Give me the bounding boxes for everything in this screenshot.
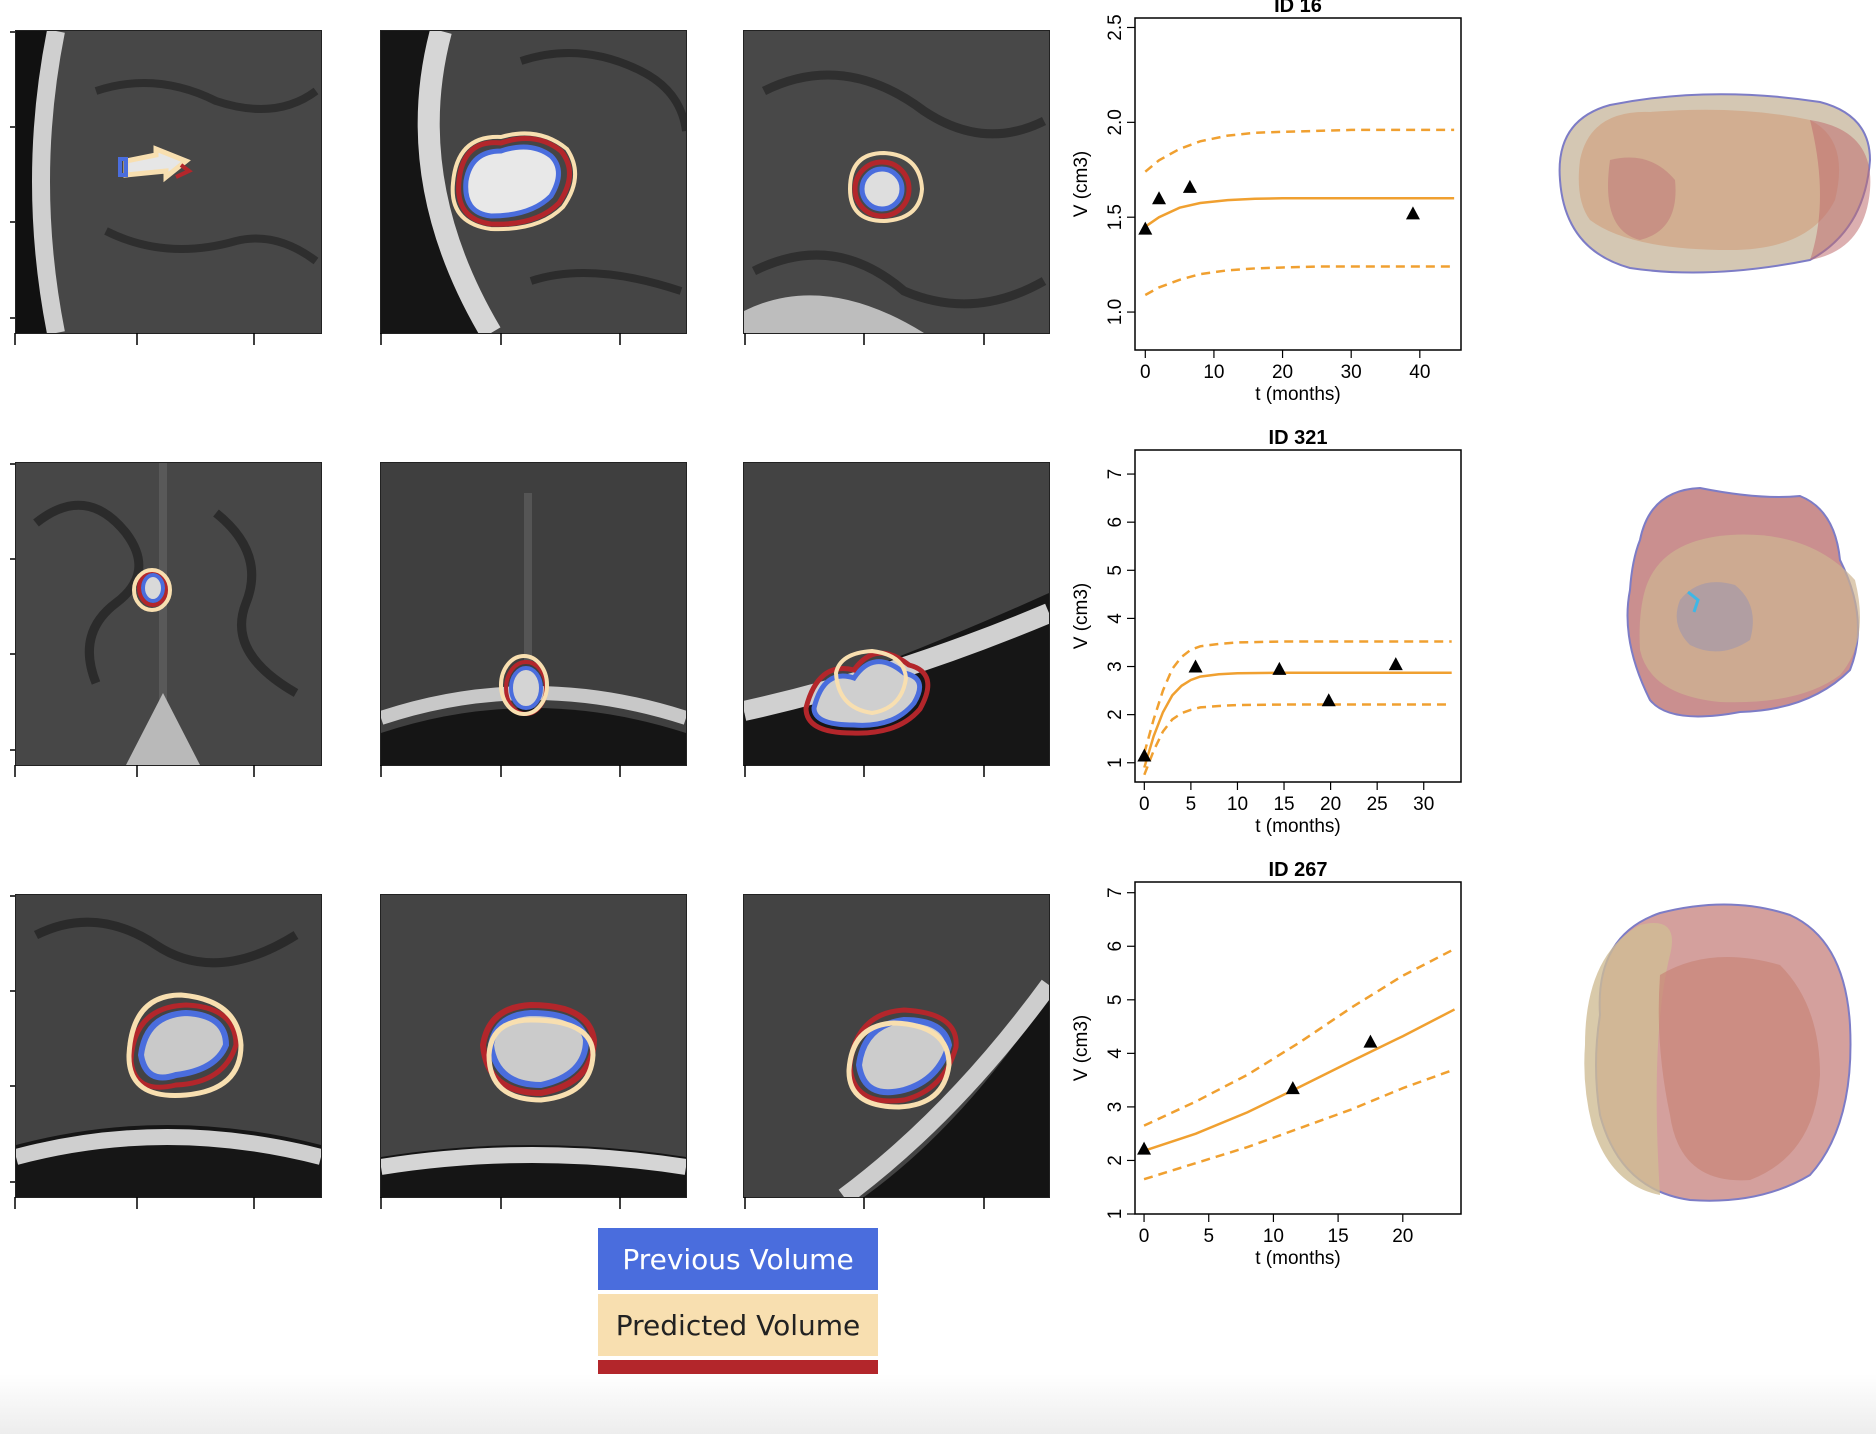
y-tick-label: 1.0 — [1105, 299, 1126, 325]
y-tick-label: 4 — [1105, 613, 1126, 624]
volume-render-id16 — [1558, 93, 1872, 274]
y-axis-label: V (cm3) — [1071, 583, 1092, 650]
x-tick-label: 30 — [1341, 362, 1362, 383]
page-footer-shade — [0, 1374, 1876, 1434]
y-tick-label: 2 — [1105, 1155, 1126, 1166]
confidence-bound-curve — [1144, 128, 1455, 173]
y-tick-label: 1 — [1105, 757, 1126, 768]
y-tick-label: 4 — [1105, 1048, 1126, 1059]
y-tick-label: 3 — [1105, 661, 1126, 672]
y-tick-label: 2 — [1105, 709, 1126, 720]
y-tick-label: 6 — [1105, 941, 1126, 952]
volume-render-id321 — [1626, 486, 1860, 718]
observed-volume-point — [1137, 748, 1152, 762]
observed-volume-point — [1138, 221, 1153, 235]
chart-title: ID 321 — [1269, 427, 1328, 449]
y-tick-label: 2.5 — [1105, 14, 1126, 40]
y-tick-label: 5 — [1105, 995, 1126, 1006]
confidence-bound-curve — [1143, 1068, 1455, 1181]
mri-slice-r3c3 — [743, 894, 1050, 1198]
confidence-bound-curve — [1143, 640, 1452, 754]
observed-volume-point — [1152, 191, 1167, 205]
y-tick-label: 6 — [1105, 517, 1126, 528]
x-tick-label: 10 — [1227, 794, 1248, 815]
x-tick-label: 20 — [1320, 794, 1341, 815]
growth-plot-id321: ID 321 0 5 10 15 20 25 30 1 2 3 4 5 6 7 t (months) V (cm… — [1071, 427, 1462, 837]
x-tick-label: 0 — [1140, 362, 1151, 383]
mri-slice-r3c2 — [380, 894, 687, 1198]
plot-frame — [1134, 881, 1462, 1215]
predicted-curve — [1143, 1008, 1456, 1152]
observed-volume-point — [1182, 179, 1197, 193]
volume-render-id267 — [1584, 903, 1852, 1202]
observed-volume-point — [1272, 661, 1287, 675]
x-tick-label: 0 — [1139, 1226, 1150, 1247]
observed-volume-point — [1363, 1034, 1378, 1048]
y-tick-label: 1 — [1105, 1209, 1126, 1220]
mri-slice-r1c2 — [380, 30, 687, 334]
x-tick-label: 25 — [1367, 794, 1388, 815]
x-tick-label: 15 — [1273, 794, 1294, 815]
x-tick-label: 15 — [1328, 1226, 1349, 1247]
y-tick-label: 5 — [1105, 565, 1126, 576]
x-tick-label: 20 — [1272, 362, 1293, 383]
y-tick-label: 7 — [1105, 887, 1126, 898]
x-tick-label: 20 — [1392, 1226, 1413, 1247]
mri-slice-r3c1 — [15, 894, 322, 1198]
growth-plot-id16: ID 16 0 10 20 30 40 1.0 1.5 2.0 2.5 t (months) V (c… — [1071, 0, 1462, 405]
x-tick-label: 0 — [1139, 794, 1150, 815]
x-axis-label: t (months) — [1255, 816, 1341, 837]
y-tick-label: 7 — [1105, 469, 1126, 480]
x-axis-label: t (months) — [1255, 384, 1341, 405]
mri-slice-r2c1 — [15, 462, 322, 766]
x-axis-label: t (months) — [1255, 1248, 1341, 1269]
x-tick-label: 10 — [1263, 1226, 1284, 1247]
chart-title: ID 267 — [1269, 859, 1328, 881]
observed-volume-point — [1285, 1081, 1300, 1095]
x-tick-label: 5 — [1203, 1226, 1214, 1247]
mri-slice-r2c3 — [743, 462, 1050, 766]
legend-predicted-volume: Predicted Volume — [598, 1294, 878, 1356]
confidence-bound-curve — [1144, 265, 1455, 297]
observed-volume-point — [1137, 1141, 1152, 1155]
chart-title: ID 16 — [1274, 0, 1322, 17]
x-tick-label: 10 — [1203, 362, 1224, 383]
plot-frame — [1134, 449, 1462, 783]
x-tick-label: 5 — [1186, 794, 1197, 815]
predicted-curve — [1144, 196, 1455, 228]
confidence-bound-curve — [1143, 703, 1452, 776]
y-axis-label: V (cm3) — [1071, 1015, 1092, 1082]
confidence-bound-curve — [1143, 947, 1456, 1127]
legend-previous-volume: Previous Volume — [598, 1228, 878, 1290]
observed-volume-point — [1321, 693, 1336, 707]
x-tick-label: 30 — [1413, 794, 1434, 815]
mri-slice-r1c1 — [15, 30, 322, 334]
y-tick-label: 3 — [1105, 1102, 1126, 1113]
y-axis-label: V (cm3) — [1071, 151, 1092, 218]
observed-volume-point — [1188, 659, 1203, 673]
predicted-curve — [1143, 671, 1452, 768]
mri-tick-marks — [10, 31, 985, 1209]
growth-plot-id267: ID 267 0 5 10 15 20 1 2 3 4 5 6 7 t (months) V (cm3) — [1071, 859, 1462, 1269]
observed-volume-point — [1405, 206, 1420, 220]
mri-slice-r2c2 — [380, 462, 687, 766]
x-tick-label: 40 — [1409, 362, 1430, 383]
plot-frame — [1134, 17, 1462, 351]
y-tick-label: 1.5 — [1105, 204, 1126, 230]
mri-slice-r1c3 — [743, 30, 1050, 334]
y-tick-label: 2.0 — [1105, 109, 1126, 135]
observed-volume-point — [1388, 657, 1403, 671]
